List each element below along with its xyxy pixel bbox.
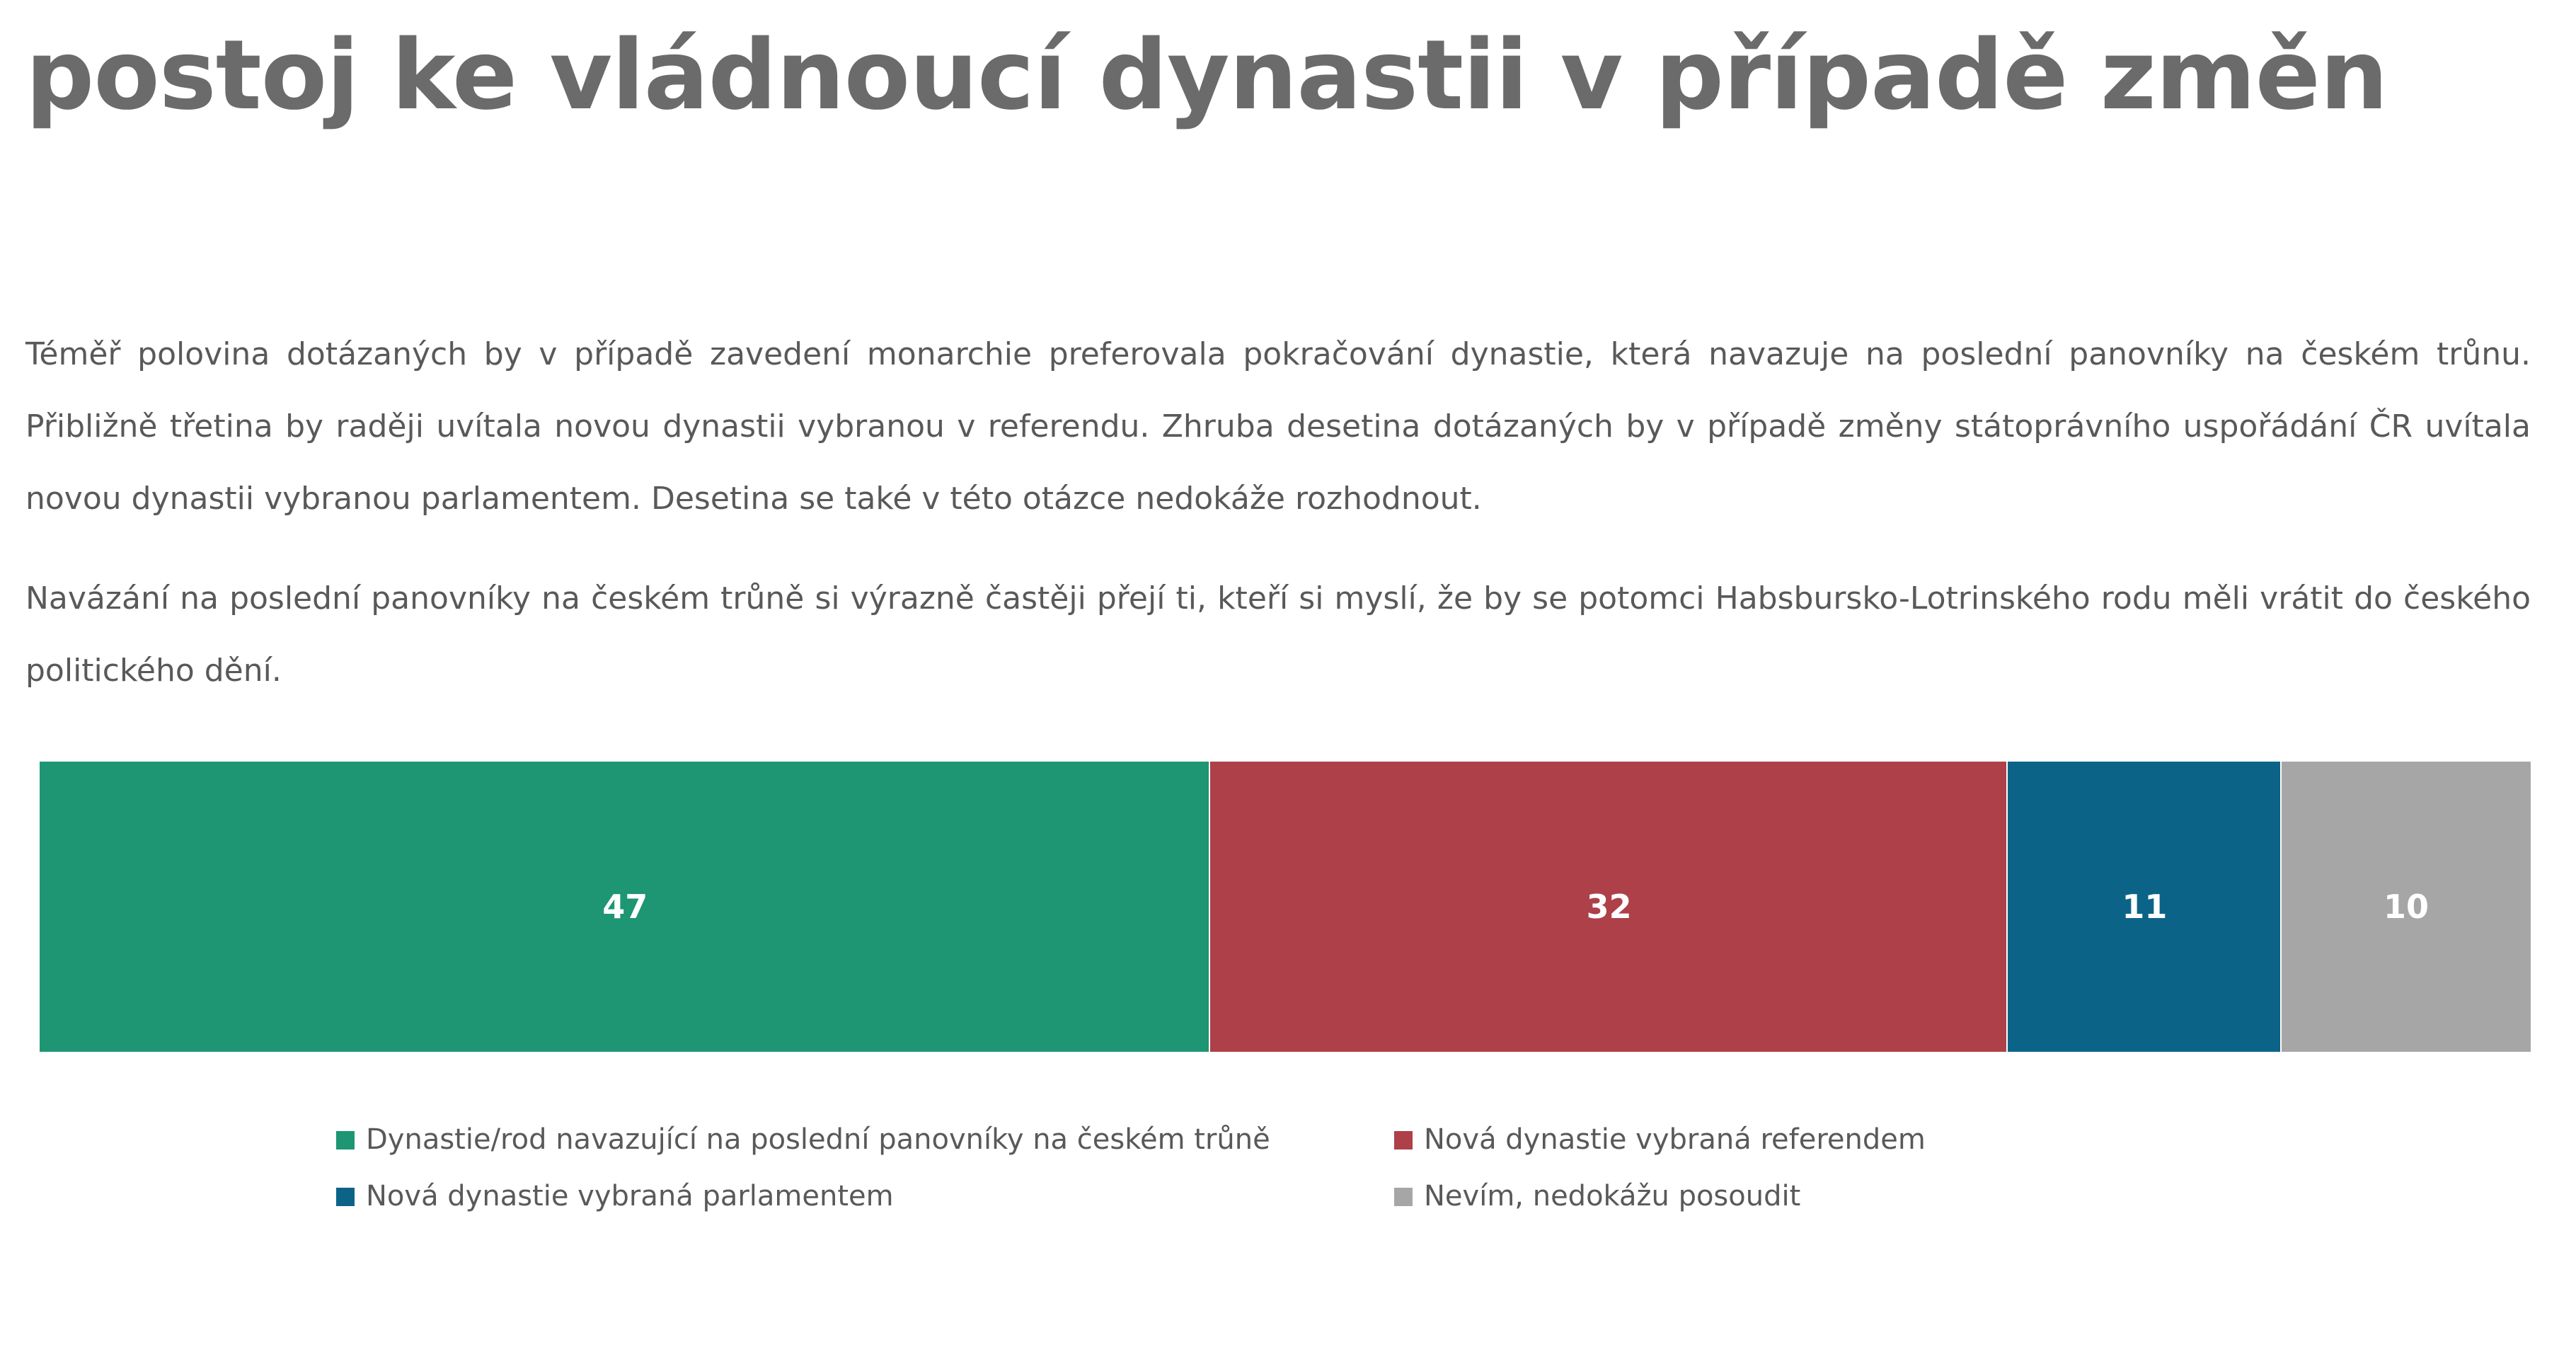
legend-swatch — [1394, 1188, 1413, 1206]
legend-item-3: Nová dynastie vybraná parlamentem — [336, 1175, 894, 1217]
legend-item-2: Nová dynastie vybraná referendem — [1394, 1118, 1926, 1161]
bar-value-label-4: 10 — [2383, 888, 2429, 926]
stacked-bar-chart: 47 32 11 10 — [40, 762, 2531, 1052]
bar-segment-4 — [2282, 762, 2531, 1052]
bar-value-label-2: 32 — [1586, 888, 1632, 926]
legend-swatch — [336, 1188, 355, 1206]
bar-value-label-3: 11 — [2122, 888, 2168, 926]
legend-swatch — [336, 1131, 355, 1149]
legend-label: Nová dynastie vybraná referendem — [1424, 1123, 1926, 1156]
bar-value-label-1: 47 — [602, 888, 648, 926]
legend-label: Nová dynastie vybraná parlamentem — [366, 1180, 894, 1212]
bar-segment-1 — [40, 762, 1209, 1052]
intro-paragraph: Téměř polovina dotázaných by v případě z… — [25, 336, 2531, 517]
bar-segment-2 — [1210, 762, 2006, 1052]
note-paragraph: Navázání na poslední panovníky na českém… — [25, 580, 2531, 689]
legend-item-1: Dynastie/rod navazující na poslední pano… — [336, 1118, 1270, 1161]
legend-item-4: Nevím, nedokážu posoudit — [1394, 1175, 1800, 1217]
bar-segment-3 — [2007, 762, 2280, 1052]
page-title: postoj ke vládnoucí dynastii v případě z… — [25, 20, 2388, 132]
legend-label: Dynastie/rod navazující na poslední pano… — [366, 1123, 1270, 1156]
chart-legend: Dynastie/rod navazující na poslední pano… — [336, 1118, 2247, 1246]
legend-swatch — [1394, 1131, 1413, 1149]
legend-label: Nevím, nedokážu posoudit — [1424, 1180, 1801, 1212]
